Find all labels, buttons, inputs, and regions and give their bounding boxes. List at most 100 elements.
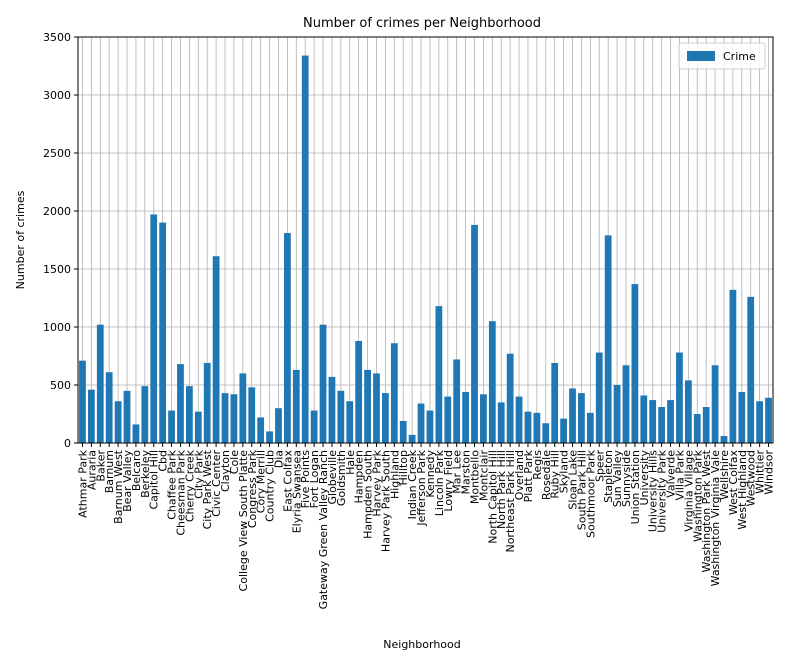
x-tick-label: Lincoln Park bbox=[433, 449, 446, 516]
x-tick-label: East Colfax bbox=[281, 450, 294, 512]
bar bbox=[105, 372, 113, 443]
x-tick-label: Regis bbox=[531, 450, 544, 480]
bar bbox=[382, 393, 389, 443]
bar bbox=[328, 376, 336, 443]
bar bbox=[390, 343, 398, 443]
bar bbox=[212, 256, 220, 443]
bar bbox=[738, 391, 746, 443]
x-tick-label: Capitol Hill bbox=[148, 450, 161, 510]
bar bbox=[462, 391, 469, 443]
bar bbox=[275, 408, 282, 443]
bar bbox=[355, 340, 363, 443]
bar bbox=[560, 418, 567, 443]
x-tick-label: Belcaro bbox=[130, 450, 143, 491]
x-tick-label: Cory Merrill bbox=[255, 450, 268, 513]
x-tick-label: Stapleton bbox=[602, 450, 615, 503]
x-tick-label: Goldsmith bbox=[335, 450, 348, 506]
bar bbox=[87, 389, 95, 443]
bar bbox=[756, 401, 764, 443]
y-tick-label: 2500 bbox=[43, 147, 71, 160]
x-tick-label: Sunnyside bbox=[620, 450, 633, 507]
bar bbox=[515, 396, 523, 443]
bar bbox=[658, 407, 666, 443]
bar bbox=[194, 411, 202, 443]
bar bbox=[301, 55, 309, 444]
x-tick-label: Valverde bbox=[665, 450, 678, 498]
x-tick-label: Fort Logan bbox=[308, 450, 321, 508]
x-tick-label: Gateway Green Valley Ranch bbox=[317, 450, 330, 609]
x-tick-label: Globeville bbox=[326, 450, 339, 505]
x-tick-label: Hilltop bbox=[397, 450, 410, 485]
bar bbox=[150, 214, 158, 443]
x-tick-label: Civic Center bbox=[210, 450, 223, 517]
bar bbox=[373, 373, 380, 443]
x-tick-label: Rosedale bbox=[540, 450, 553, 500]
x-tick-label: Montclair bbox=[477, 450, 490, 501]
bar bbox=[667, 400, 674, 443]
bar bbox=[711, 365, 719, 443]
bar bbox=[292, 369, 300, 443]
bar bbox=[702, 407, 710, 443]
bar bbox=[417, 403, 425, 443]
bar bbox=[168, 410, 175, 443]
bar bbox=[640, 395, 648, 443]
bar bbox=[622, 365, 630, 443]
x-tick-label: North Park Hill bbox=[495, 450, 508, 529]
bar bbox=[221, 393, 229, 443]
x-tick-label: Berkeley bbox=[139, 450, 152, 498]
bar bbox=[595, 352, 603, 443]
x-tick-label: West Colfax bbox=[727, 450, 740, 516]
x-tick-label: Montbello bbox=[469, 450, 482, 504]
y-tick-label: 3500 bbox=[43, 31, 71, 44]
bar bbox=[613, 385, 621, 443]
x-tick-label: Cheesman Park bbox=[174, 449, 187, 535]
x-tick-label: Hampden South bbox=[362, 450, 375, 539]
bar bbox=[239, 373, 247, 443]
legend-box bbox=[678, 42, 766, 70]
bar bbox=[346, 401, 354, 443]
x-tick-label: Clayton bbox=[219, 450, 232, 492]
x-tick-label: Highland bbox=[388, 450, 401, 499]
bar bbox=[506, 353, 514, 443]
bar bbox=[551, 362, 559, 443]
x-tick-label: Platt Park bbox=[522, 449, 535, 502]
bar bbox=[114, 401, 122, 443]
x-tick-label: Elyria Swansea bbox=[290, 450, 303, 533]
x-tick-label: University Park bbox=[656, 449, 669, 532]
bar bbox=[586, 412, 594, 443]
y-axis-label: Number of crimes bbox=[14, 190, 27, 289]
y-tick-label: 500 bbox=[50, 379, 71, 392]
x-tick-label: South Park Hill bbox=[575, 450, 588, 530]
x-tick-label: College View South Platte bbox=[237, 450, 250, 592]
bar bbox=[497, 402, 505, 443]
y-tick-label: 0 bbox=[64, 437, 71, 450]
x-tick-label: Cbd bbox=[157, 450, 170, 472]
x-tick-label: Union Station bbox=[629, 450, 642, 524]
x-tick-label: Country Club bbox=[264, 450, 277, 522]
bar bbox=[684, 380, 692, 443]
bar bbox=[337, 390, 345, 443]
bar bbox=[426, 410, 434, 443]
x-tick-label: Northeast Park Hill bbox=[504, 450, 517, 553]
x-tick-label: Southmoor Park bbox=[584, 449, 597, 538]
x-tick-label: Bear Valley bbox=[121, 450, 134, 512]
bar bbox=[185, 386, 193, 443]
x-tick-label: Villa Park bbox=[673, 449, 686, 500]
bar bbox=[203, 362, 211, 443]
bar bbox=[676, 352, 683, 443]
x-tick-label: Kennedy bbox=[424, 450, 437, 498]
bar bbox=[266, 431, 273, 443]
bar bbox=[542, 423, 550, 443]
x-tick-label: Jefferson Park bbox=[415, 449, 428, 526]
x-tick-label: Barnum West bbox=[112, 449, 125, 524]
bar bbox=[310, 410, 318, 443]
x-tick-label: Wellshire bbox=[718, 450, 731, 500]
x-tick-label: Cole bbox=[228, 450, 241, 474]
x-tick-label: University Hills bbox=[647, 450, 660, 532]
x-tick-label: Skyland bbox=[558, 450, 571, 493]
bar bbox=[132, 424, 140, 443]
y-tick-label: 3000 bbox=[43, 89, 71, 102]
x-tick-label: Hampden bbox=[353, 450, 366, 503]
bar bbox=[319, 324, 327, 443]
x-tick-label: Congress Park bbox=[246, 449, 259, 528]
